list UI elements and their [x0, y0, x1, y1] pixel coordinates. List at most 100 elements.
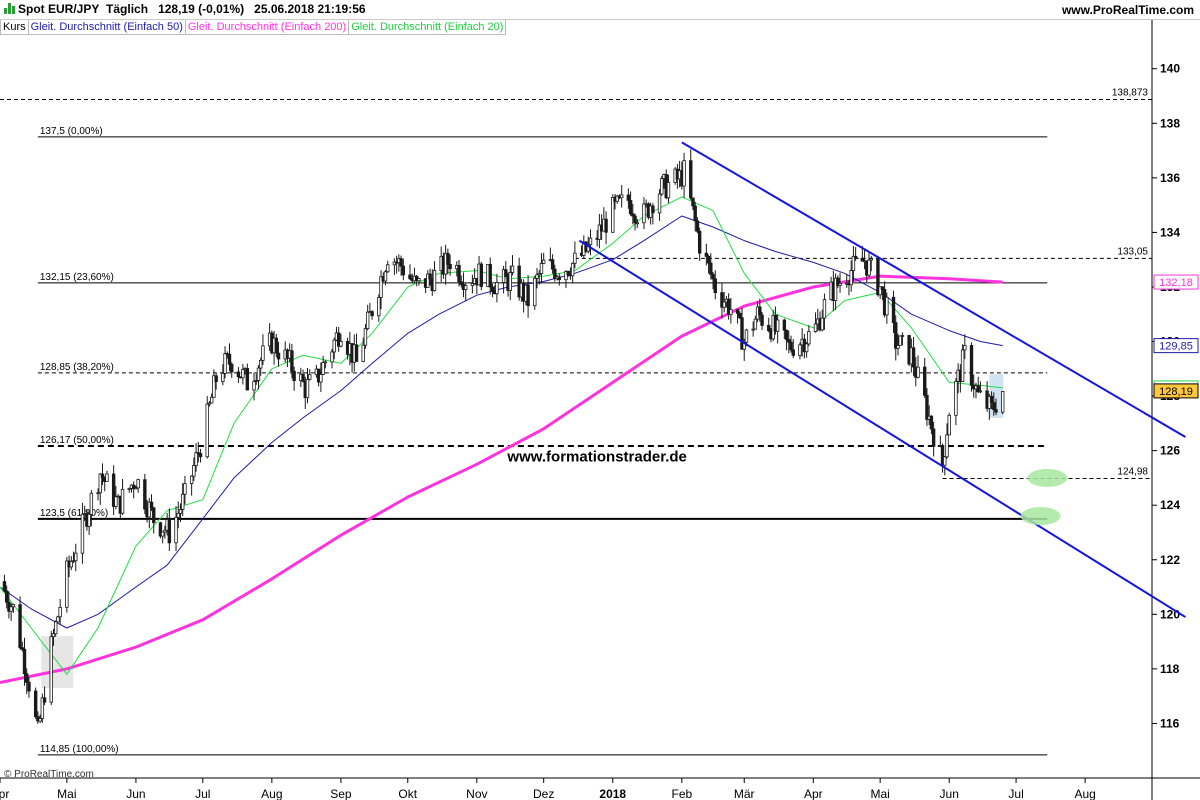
candle-body	[553, 268, 557, 280]
candle-body	[695, 220, 700, 232]
candlestick-series	[2, 149, 1005, 724]
candle-body	[305, 378, 310, 399]
candle-body	[399, 258, 403, 267]
candle-body	[550, 259, 555, 270]
legend-sma20[interactable]: Gleit. Durchschnitt (Einfach 20)	[348, 20, 507, 35]
candle-body	[867, 259, 871, 276]
candle-body	[189, 475, 194, 485]
candle-body	[570, 262, 575, 277]
x-tick-label: Dez	[533, 787, 554, 800]
candle-body	[760, 314, 764, 326]
y-tick-label: 116	[1160, 716, 1180, 730]
candle-body	[925, 394, 929, 420]
candle-body	[292, 370, 296, 382]
candle-body	[709, 262, 713, 275]
candle-body	[1001, 390, 1005, 413]
candle-body	[791, 349, 795, 356]
target-ellipse	[1027, 468, 1068, 487]
candle-body	[878, 286, 882, 296]
legend-kurs[interactable]: Kurs	[0, 20, 29, 35]
candle-body	[894, 322, 898, 349]
candle-body	[363, 328, 368, 346]
candle-body	[100, 473, 105, 479]
candle-body	[969, 345, 974, 386]
candle-body	[704, 252, 709, 257]
candle-body	[428, 273, 432, 280]
candle-body	[945, 434, 949, 458]
candle-body	[495, 282, 499, 295]
x-tick-label: Jul	[195, 787, 210, 800]
fib-level-label: 123,5 (61,80%)	[40, 508, 108, 519]
candle-body	[642, 203, 646, 224]
candle-body	[479, 263, 483, 287]
candle-body	[880, 286, 885, 290]
candle-body	[134, 487, 138, 490]
candle-body	[330, 351, 334, 363]
candle-body	[301, 373, 305, 382]
candle-body	[657, 193, 662, 214]
candle-body	[597, 224, 602, 240]
price-tag-label: 129,85	[1159, 341, 1193, 353]
candle-body	[735, 309, 740, 314]
candle-body	[176, 512, 180, 518]
candle-body	[457, 265, 461, 283]
candle-body	[339, 341, 343, 347]
candle-body	[464, 285, 468, 290]
candle-body	[209, 396, 214, 404]
candle-body	[911, 347, 916, 368]
candle-body	[33, 690, 38, 718]
candle-body	[504, 269, 508, 278]
candle-body	[167, 519, 172, 544]
candle-body	[753, 318, 758, 330]
candle-body	[604, 218, 608, 233]
candle-body	[660, 178, 664, 195]
candle-body	[722, 301, 726, 308]
candle-body	[236, 371, 241, 378]
candle-body	[729, 309, 733, 316]
price-tag-label: 128,19	[1159, 386, 1193, 398]
candle-body	[223, 353, 227, 374]
candle-body	[158, 522, 163, 537]
candle-body	[27, 681, 31, 692]
candle-body	[611, 196, 615, 233]
candle-body	[459, 281, 463, 285]
candle-body	[254, 380, 258, 382]
copyright: © ProRealTime.com	[4, 769, 94, 780]
candle-body	[131, 484, 136, 490]
candle-body	[566, 271, 570, 276]
candle-body	[11, 604, 16, 608]
price-tag: 128,19	[1153, 383, 1199, 399]
candle-body	[152, 507, 156, 524]
candle-body	[87, 513, 91, 527]
candle-body	[833, 277, 838, 301]
site-link[interactable]: www.ProRealTime.com	[1061, 3, 1194, 17]
candle-body	[628, 200, 633, 215]
x-tick-label: Mär	[734, 787, 755, 800]
x-tick-label: Jun	[940, 787, 959, 800]
x-tick-label: Sep	[330, 787, 352, 800]
candle-body	[4, 590, 9, 603]
candle-body	[323, 361, 328, 364]
fib-level-label: 128,85 (38,20%)	[40, 362, 114, 373]
candle-body	[51, 633, 56, 637]
candle-body	[252, 381, 256, 391]
y-tick-label: 122	[1160, 553, 1180, 567]
candle-body	[822, 299, 827, 319]
candle-body	[120, 488, 125, 514]
candle-body	[308, 374, 312, 380]
candle-body	[541, 259, 546, 264]
candle-body	[321, 362, 325, 375]
candle-body	[54, 621, 58, 635]
candle-body	[98, 473, 102, 494]
candle-body	[361, 344, 365, 362]
candle-body	[259, 359, 263, 369]
legend-sma200[interactable]: Gleit. Durchschnitt (Einfach 200)	[184, 20, 350, 35]
candle-body	[127, 487, 131, 490]
y-tick-label: 126	[1160, 444, 1180, 458]
candle-body	[782, 319, 787, 331]
candle-body	[470, 283, 475, 287]
candle-body	[851, 255, 856, 271]
candle-body	[332, 339, 336, 353]
